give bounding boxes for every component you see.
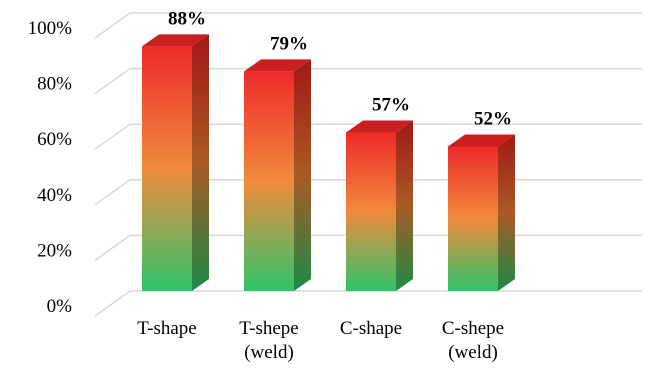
bar [244,59,311,291]
bar [448,134,515,291]
bar-front-face [346,132,396,291]
category-label: T-shepe (weld) [239,318,298,363]
bar-top-face [448,134,515,147]
category-label-line: T-shepe [239,318,298,339]
bar-front-face [244,71,294,291]
gridline-diagonal [94,123,131,150]
bar-front-face [142,46,192,291]
bars [142,34,515,292]
bar-side-face [294,59,311,291]
category-label-line: C-shape [340,318,402,339]
data-label: 57% [372,95,410,116]
gridline-diagonal [94,290,131,317]
bar-top-face [244,59,311,72]
category-label-line: (weld) [448,342,498,363]
data-label: 88% [168,8,206,29]
bar-side-face [498,134,515,291]
bar-front-face [448,146,498,291]
bar-top-face [142,34,209,47]
y-tick-label: 100% [28,18,73,39]
bar [346,120,413,291]
category-label: T-shape [137,318,196,339]
y-tick-label: 0% [47,296,73,317]
bar-top-face [346,120,413,133]
gridline-diagonal [94,12,131,39]
data-label: 79% [270,33,308,54]
y-tick-label: 80% [37,74,72,95]
gridline-diagonal [94,67,131,95]
y-tick-label: 40% [37,185,72,206]
category-label: C-shape [340,318,402,339]
bar-side-face [192,34,209,292]
gridline-diagonal [94,179,131,206]
bar-side-face [396,120,413,291]
data-label: 52% [474,108,512,129]
category-label-line: (weld) [244,342,294,363]
gridline-diagonal [94,234,131,262]
category-label-line: T-shape [137,318,196,339]
y-tick-label: 20% [37,240,72,261]
bar [142,34,209,292]
y-axis-tick-labels: 0% 20% 40% 60% 80% 100% [28,18,73,317]
data-labels: 88% 79% 57% 52% [168,8,512,129]
category-label-line: C-shepe [442,318,504,339]
y-tick-label: 60% [37,129,72,150]
x-axis-category-labels: T-shape T-shepe (weld) C-shape C-shepe (weld) [137,318,504,363]
category-label: C-shepe (weld) [442,318,504,363]
